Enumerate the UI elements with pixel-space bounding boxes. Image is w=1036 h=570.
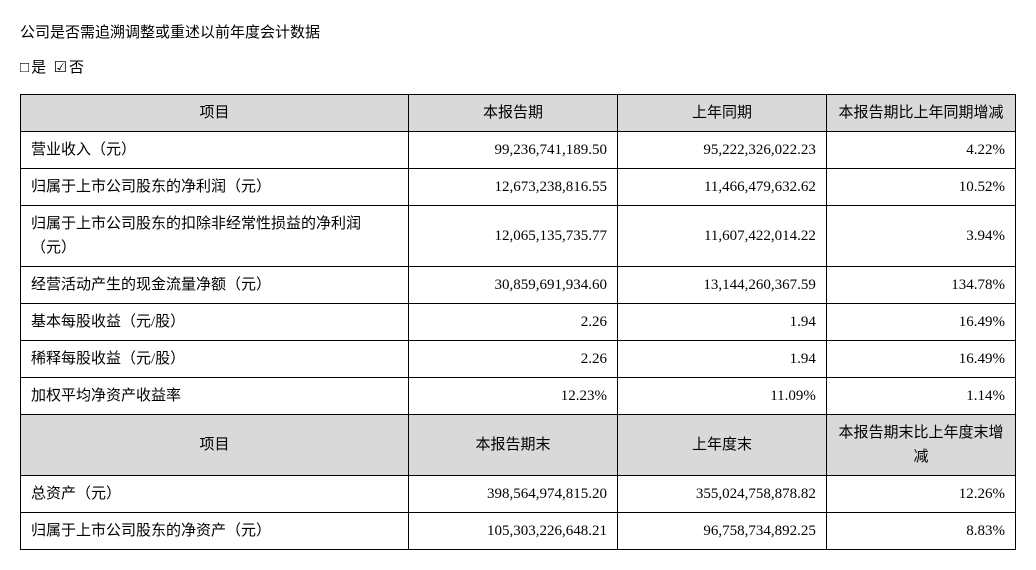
row-label: 营业收入（元） <box>21 132 409 169</box>
row-prior: 96,758,734,892.25 <box>617 513 826 550</box>
row-prior: 13,144,260,367.59 <box>617 267 826 304</box>
row-label: 基本每股收益（元/股） <box>21 304 409 341</box>
row-prior: 11.09% <box>617 378 826 415</box>
header-item: 项目 <box>21 415 409 476</box>
checkbox-yes-label: 是 <box>31 60 46 76</box>
row-current: 12,065,135,735.77 <box>409 206 618 267</box>
header-change: 本报告期末比上年度末增减 <box>826 415 1015 476</box>
table-header-row: 项目本报告期末上年度末本报告期末比上年度末增减 <box>21 415 1016 476</box>
row-label: 归属于上市公司股东的净资产（元） <box>21 513 409 550</box>
table-row: 基本每股收益（元/股）2.261.9416.49% <box>21 304 1016 341</box>
row-current: 2.26 <box>409 341 618 378</box>
row-prior: 95,222,326,022.23 <box>617 132 826 169</box>
row-change: 134.78% <box>826 267 1015 304</box>
header-prior: 上年度末 <box>617 415 826 476</box>
header-current: 本报告期末 <box>409 415 618 476</box>
table-row: 经营活动产生的现金流量净额（元）30,859,691,934.6013,144,… <box>21 267 1016 304</box>
row-label: 经营活动产生的现金流量净额（元） <box>21 267 409 304</box>
table-row: 稀释每股收益（元/股）2.261.9416.49% <box>21 341 1016 378</box>
row-prior: 1.94 <box>617 341 826 378</box>
row-change: 8.83% <box>826 513 1015 550</box>
row-label: 归属于上市公司股东的扣除非经常性损益的净利润（元） <box>21 206 409 267</box>
row-current: 105,303,226,648.21 <box>409 513 618 550</box>
row-prior: 11,466,479,632.62 <box>617 169 826 206</box>
row-change: 1.14% <box>826 378 1015 415</box>
row-current: 30,859,691,934.60 <box>409 267 618 304</box>
row-label: 总资产（元） <box>21 476 409 513</box>
table-row: 归属于上市公司股东的扣除非经常性损益的净利润（元）12,065,135,735.… <box>21 206 1016 267</box>
checkbox-empty-icon: □ <box>20 55 29 82</box>
checkbox-no-label: 否 <box>69 60 84 76</box>
row-change: 16.49% <box>826 341 1015 378</box>
row-label: 加权平均净资产收益率 <box>21 378 409 415</box>
row-change: 12.26% <box>826 476 1015 513</box>
financial-table: 项目本报告期上年同期本报告期比上年同期增减营业收入（元）99,236,741,1… <box>20 94 1016 550</box>
row-current: 12.23% <box>409 378 618 415</box>
checkbox-line: □是 ☑否 <box>20 55 1016 82</box>
table-row: 加权平均净资产收益率12.23%11.09%1.14% <box>21 378 1016 415</box>
row-prior: 11,607,422,014.22 <box>617 206 826 267</box>
header-change: 本报告期比上年同期增减 <box>826 95 1015 132</box>
row-change: 10.52% <box>826 169 1015 206</box>
row-current: 2.26 <box>409 304 618 341</box>
table-row: 归属于上市公司股东的净资产（元）105,303,226,648.2196,758… <box>21 513 1016 550</box>
row-current: 398,564,974,815.20 <box>409 476 618 513</box>
header-current: 本报告期 <box>409 95 618 132</box>
intro-text: 公司是否需追溯调整或重述以前年度会计数据 <box>20 20 1016 47</box>
row-label: 稀释每股收益（元/股） <box>21 341 409 378</box>
row-label: 归属于上市公司股东的净利润（元） <box>21 169 409 206</box>
table-row: 总资产（元）398,564,974,815.20355,024,758,878.… <box>21 476 1016 513</box>
row-current: 12,673,238,816.55 <box>409 169 618 206</box>
header-item: 项目 <box>21 95 409 132</box>
row-change: 3.94% <box>826 206 1015 267</box>
row-prior: 1.94 <box>617 304 826 341</box>
checkbox-checked-icon: ☑ <box>54 55 67 82</box>
table-row: 营业收入（元）99,236,741,189.5095,222,326,022.2… <box>21 132 1016 169</box>
row-change: 4.22% <box>826 132 1015 169</box>
row-current: 99,236,741,189.50 <box>409 132 618 169</box>
row-change: 16.49% <box>826 304 1015 341</box>
table-header-row: 项目本报告期上年同期本报告期比上年同期增减 <box>21 95 1016 132</box>
header-prior: 上年同期 <box>617 95 826 132</box>
row-prior: 355,024,758,878.82 <box>617 476 826 513</box>
table-row: 归属于上市公司股东的净利润（元）12,673,238,816.5511,466,… <box>21 169 1016 206</box>
